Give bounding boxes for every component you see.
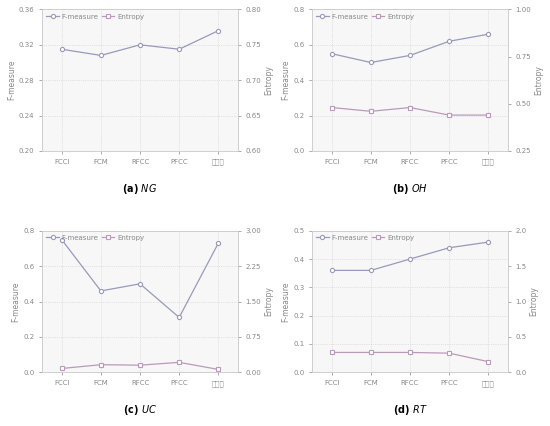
Y-axis label: Entropy: Entropy [264, 287, 273, 317]
Text: (b) $\it{OH}$: (b) $\it{OH}$ [392, 182, 428, 196]
Text: (c) $\it{UC}$: (c) $\it{UC}$ [123, 403, 157, 417]
Y-axis label: F-measure: F-measure [282, 281, 290, 322]
Y-axis label: F-measure: F-measure [7, 60, 16, 101]
Y-axis label: Entropy: Entropy [264, 65, 273, 95]
Text: (d) $\it{RT}$: (d) $\it{RT}$ [393, 403, 427, 417]
Y-axis label: Entropy: Entropy [534, 65, 543, 95]
Y-axis label: F-measure: F-measure [282, 60, 290, 101]
Legend: F-measure, Entropy: F-measure, Entropy [314, 12, 416, 22]
Y-axis label: Entropy: Entropy [530, 287, 538, 317]
Legend: F-measure, Entropy: F-measure, Entropy [44, 12, 146, 22]
Text: (a) $\it{NG}$: (a) $\it{NG}$ [123, 182, 158, 196]
Legend: F-measure, Entropy: F-measure, Entropy [314, 233, 416, 243]
Y-axis label: F-measure: F-measure [12, 281, 20, 322]
Legend: F-measure, Entropy: F-measure, Entropy [44, 233, 146, 243]
